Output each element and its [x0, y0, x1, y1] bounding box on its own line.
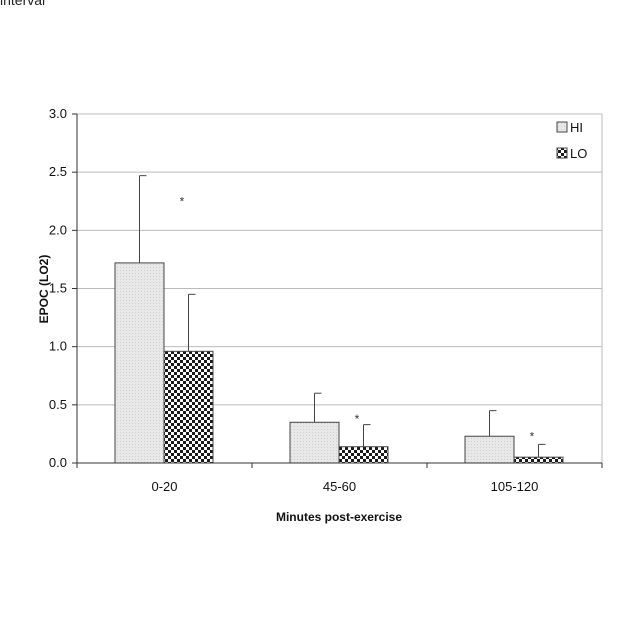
- y-axis-title: EPOC (LO2): [37, 255, 51, 324]
- x-axis-title: Minutes post-exercise: [276, 510, 402, 524]
- bar-lo-105-120: [513, 456, 564, 464]
- legend: HI LO: [556, 120, 587, 161]
- y-tick-label: 0.5: [49, 397, 67, 412]
- bar-hi-0-20: [114, 262, 165, 464]
- y-tick-label: 0.0: [49, 455, 67, 470]
- y-tick-label: 3.0: [49, 106, 67, 121]
- legend-label-lo: LO: [570, 146, 587, 161]
- bar-lo-0-20: [163, 350, 214, 464]
- bar-hi-105-120: [464, 435, 515, 464]
- error-bars: * * *: [139, 175, 546, 458]
- significance-marker: *: [355, 412, 360, 426]
- legend-swatch-lo: [556, 147, 568, 159]
- cropped-text-fragment: interval: [0, 0, 46, 8]
- significance-marker: *: [180, 195, 185, 209]
- bar-hi-45-60: [289, 421, 340, 464]
- significance-marker: *: [530, 430, 535, 444]
- bar-lo-45-60: [338, 446, 389, 464]
- x-tick-label: 105-120: [491, 479, 539, 494]
- legend-swatch-hi: [556, 121, 568, 133]
- bars: [114, 262, 564, 464]
- axes: 0.0 0.5 1.0 1.5 2.0 2.5 3.0 0-20 45-60 105-120: [49, 106, 603, 494]
- y-tick-label: 1.0: [49, 339, 67, 354]
- y-tick-label: 2.0: [49, 222, 67, 237]
- y-tick-label: 1.5: [49, 281, 67, 296]
- x-tick-label: 45-60: [323, 479, 356, 494]
- x-tick-label: 0-20: [151, 479, 177, 494]
- y-tick-label: 2.5: [49, 164, 67, 179]
- legend-label-hi: HI: [570, 120, 583, 135]
